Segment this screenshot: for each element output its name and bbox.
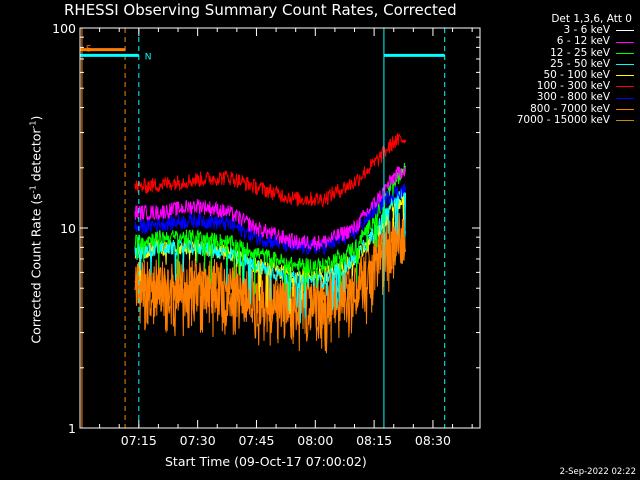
x-tick-label: 07:15	[121, 433, 157, 448]
series-line	[134, 162, 406, 299]
flag-annotation: S	[86, 44, 92, 54]
legend-entry: 12 - 25 keV	[517, 46, 634, 59]
legend-header: Det 1,3,6, Att 0	[551, 13, 632, 25]
y-tick-label: 100	[52, 21, 76, 36]
series-line	[134, 166, 406, 251]
legend-label: 3 - 6 keV	[563, 24, 610, 37]
legend-swatch	[616, 97, 634, 99]
legend-label: 800 - 7000 keV	[530, 102, 610, 115]
x-tick-label: 08:15	[356, 433, 392, 448]
chart-title: RHESSI Observing Summary Count Rates, Co…	[64, 1, 457, 19]
legend-entry: 3 - 6 keV	[517, 24, 634, 37]
series-line	[134, 187, 406, 324]
series-line	[134, 118, 407, 176]
legend: Det 1,3,6, Att 0 3 - 6 keV 6 - 12 keV 12 -…	[516, 13, 634, 126]
flag-annotation: N	[145, 52, 152, 62]
legend-label: 100 - 300 keV	[536, 80, 610, 93]
legend-entry: 25 - 50 keV	[517, 57, 634, 70]
legend-entry: 7000 - 15000 keV	[516, 113, 634, 126]
generation-date: 2-Sep-2022 02:22	[559, 467, 636, 477]
legend-label: 6 - 12 keV	[556, 35, 610, 48]
x-tick-label: 08:30	[415, 433, 451, 448]
x-tick-label: 07:45	[238, 433, 274, 448]
legend-label: 25 - 50 keV	[550, 57, 610, 70]
y-tick-label: 1	[68, 421, 76, 436]
legend-swatch	[616, 63, 634, 65]
y-axis-label: Corrected Count Rate (s-1 detector-1)	[28, 115, 44, 344]
x-tick-label: 07:30	[180, 433, 216, 448]
legend-entry: 100 - 300 keV	[517, 81, 634, 92]
legend-swatch	[616, 30, 634, 32]
y-tick-label: 10	[60, 221, 76, 236]
legend-entry: 50 - 100 keV	[517, 69, 634, 82]
legend-swatch	[616, 75, 634, 77]
legend-label: 12 - 25 keV	[550, 46, 610, 59]
legend-swatch	[616, 119, 634, 121]
legend-entry: 800 - 7000 keV	[517, 102, 634, 115]
legend-swatch	[616, 108, 634, 110]
series-line	[134, 212, 406, 349]
x-axis-label: Start Time (09-Oct-17 07:00:02)	[165, 454, 367, 469]
legend-swatch	[616, 41, 634, 43]
legend-label: 300 - 800 keV	[536, 91, 610, 104]
legend-entry: 6 - 12 keV	[517, 36, 634, 47]
legend-entry: 300 - 800 keV	[517, 92, 634, 103]
legend-label: 7000 - 15000 keV	[516, 113, 610, 126]
legend-swatch	[616, 52, 634, 54]
legend-swatch	[616, 86, 634, 88]
x-tick-label: 08:00	[297, 433, 333, 448]
legend-label: 50 - 100 keV	[543, 69, 610, 82]
series-line	[134, 133, 406, 209]
